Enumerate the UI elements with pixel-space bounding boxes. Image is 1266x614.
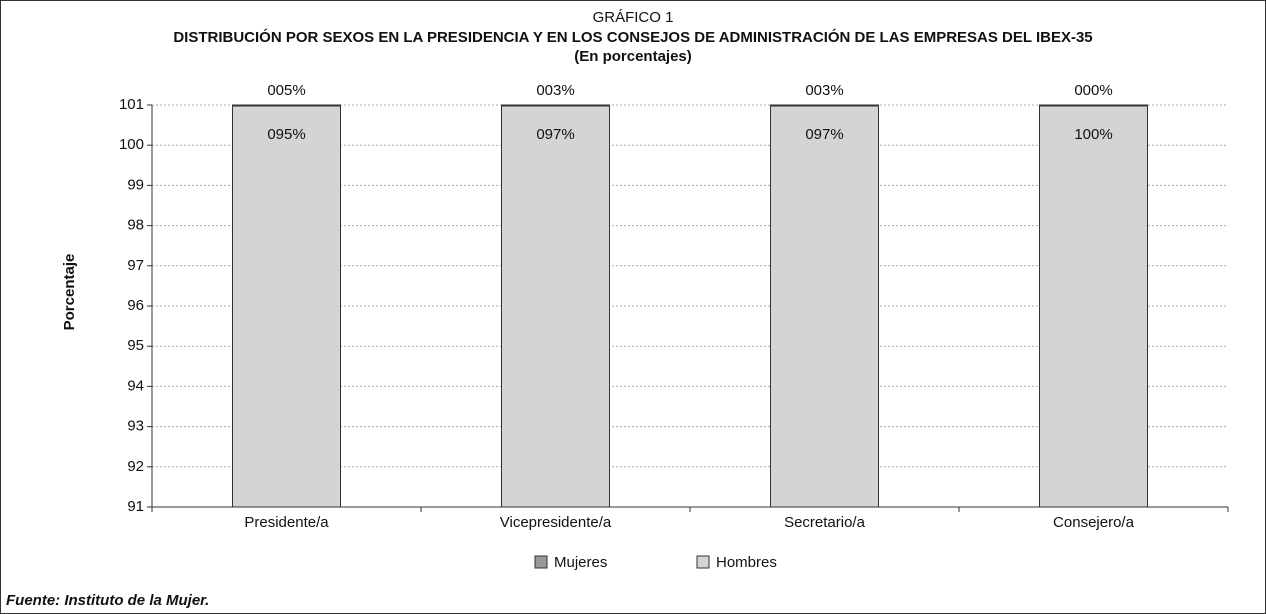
value-label: 003% (805, 82, 843, 99)
bar-segment (770, 104, 879, 107)
value-label: 095% (267, 126, 305, 143)
y-tick-label: 101 (119, 96, 144, 113)
y-tick-label: 97 (127, 257, 144, 274)
y-tick-label: 92 (127, 458, 144, 475)
y-tick-label: 94 (127, 377, 144, 394)
bar-segment (770, 104, 879, 508)
value-label: 097% (536, 126, 574, 143)
bar-segment (232, 104, 341, 508)
legend-swatch (696, 555, 710, 569)
x-tick-label: Consejero/a (1053, 514, 1135, 531)
y-tick-label: 91 (127, 498, 144, 515)
y-tick-label: 100 (119, 136, 144, 153)
legend-label: Mujeres (554, 554, 607, 571)
y-tick-label: 93 (127, 418, 144, 435)
y-axis-label: Porcentaje (61, 254, 78, 331)
bar-segment (501, 104, 610, 107)
bar-segment (1039, 104, 1148, 508)
bar-segment (501, 104, 610, 508)
bar-segment (1039, 104, 1148, 107)
chart-overline: GRÁFICO 1 (593, 9, 674, 26)
value-label: 003% (536, 82, 574, 99)
y-tick-label: 98 (127, 217, 144, 234)
value-label: 005% (267, 82, 305, 99)
x-tick-label: Secretario/a (784, 514, 866, 531)
x-tick-label: Vicepresidente/a (500, 514, 612, 531)
chart-title: DISTRIBUCIÓN POR SEXOS EN LA PRESIDENCIA… (173, 28, 1092, 46)
source: Fuente: Instituto de la Mujer. (6, 592, 209, 609)
legend-label: Hombres (716, 554, 777, 571)
value-label: 097% (805, 126, 843, 143)
legend-swatch (534, 555, 548, 569)
value-label: 000% (1074, 82, 1112, 99)
value-label: 100% (1074, 126, 1112, 143)
chart-subtitle: (En porcentajes) (574, 48, 692, 65)
bar-segment (232, 104, 341, 107)
x-tick-label: Presidente/a (244, 514, 329, 531)
y-tick-label: 96 (127, 297, 144, 314)
y-tick-label: 95 (127, 337, 144, 354)
y-tick-label: 99 (127, 176, 144, 193)
